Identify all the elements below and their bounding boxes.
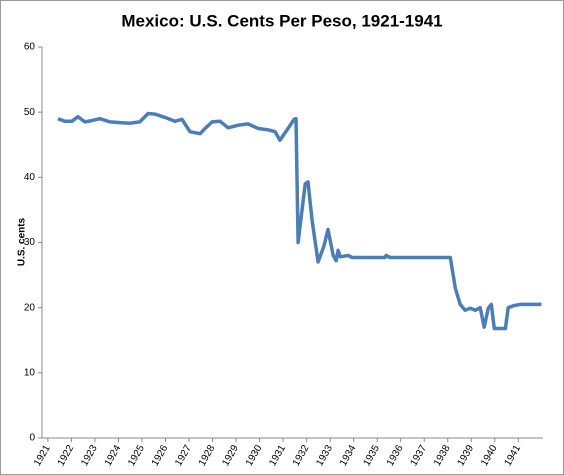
y-tick-label: 50 <box>24 107 36 118</box>
y-axis-label: U.S. cents <box>17 217 28 266</box>
y-tick-label: 30 <box>24 237 36 248</box>
y-tick-label: 60 <box>24 42 36 53</box>
y-tick-label: 10 <box>24 367 36 378</box>
y-tick-label: 20 <box>24 302 36 313</box>
chart-title: Mexico: U.S. Cents Per Peso, 1921-1941 <box>121 11 442 30</box>
y-tick-label: 40 <box>24 172 36 183</box>
line-series <box>57 111 542 331</box>
y-tick-label: 0 <box>29 433 35 444</box>
